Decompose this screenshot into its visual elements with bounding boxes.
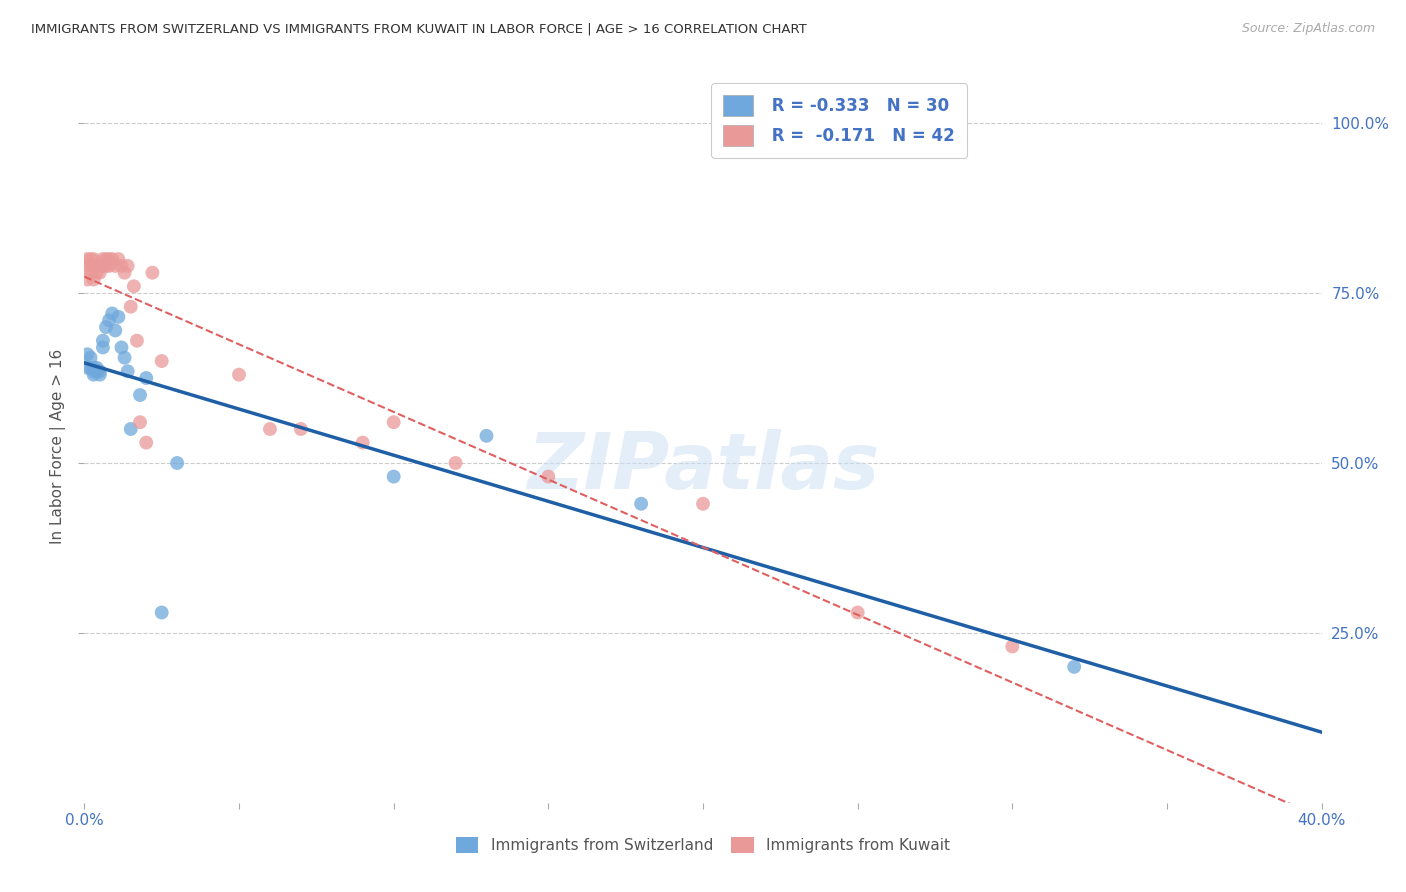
Point <box>475 429 498 443</box>
Point <box>117 364 139 378</box>
Point <box>1063 660 1085 674</box>
Text: IMMIGRANTS FROM SWITZERLAND VS IMMIGRANTS FROM KUWAIT IN LABOR FORCE | AGE > 16 : IMMIGRANTS FROM SWITZERLAND VS IMMIGRANT… <box>31 22 807 36</box>
Point <box>120 300 142 314</box>
Point <box>122 279 145 293</box>
Point <box>110 341 132 355</box>
Point <box>91 252 114 266</box>
Point <box>79 252 101 266</box>
Point <box>83 360 105 375</box>
Text: ZIPatlas: ZIPatlas <box>527 429 879 506</box>
Point <box>107 310 129 324</box>
Y-axis label: In Labor Force | Age > 16: In Labor Force | Age > 16 <box>49 349 66 543</box>
Point <box>91 334 114 348</box>
Point <box>83 368 105 382</box>
Point <box>94 252 117 266</box>
Point <box>76 360 98 375</box>
Point <box>150 606 173 620</box>
Point <box>290 422 312 436</box>
Point <box>76 347 98 361</box>
Point <box>89 259 111 273</box>
Point <box>114 351 136 365</box>
Point <box>382 415 405 429</box>
Point <box>76 259 98 273</box>
Point <box>259 422 281 436</box>
Point <box>98 252 121 266</box>
Point <box>1001 640 1024 654</box>
Point <box>91 259 114 273</box>
Point <box>104 323 127 337</box>
Point <box>150 354 173 368</box>
Point <box>228 368 250 382</box>
Point <box>846 606 869 620</box>
Point <box>107 252 129 266</box>
Point <box>98 313 121 327</box>
Point <box>692 497 714 511</box>
Point <box>129 415 152 429</box>
Point <box>83 364 105 378</box>
Point <box>94 259 117 273</box>
Point <box>86 364 108 378</box>
Point <box>76 252 98 266</box>
Point <box>125 334 148 348</box>
Point <box>630 497 652 511</box>
Text: Source: ZipAtlas.com: Source: ZipAtlas.com <box>1241 22 1375 36</box>
Point <box>117 259 139 273</box>
Point <box>86 360 108 375</box>
Point <box>79 360 101 375</box>
Point <box>89 266 111 280</box>
Point <box>129 388 152 402</box>
Point <box>104 259 127 273</box>
Point <box>94 320 117 334</box>
Point <box>120 422 142 436</box>
Point <box>101 306 124 320</box>
Point <box>89 364 111 378</box>
Point <box>86 266 108 280</box>
Point <box>79 266 101 280</box>
Point <box>83 259 105 273</box>
Point <box>91 341 114 355</box>
Point <box>76 272 98 286</box>
Point <box>98 259 121 273</box>
Point <box>135 435 157 450</box>
Point <box>166 456 188 470</box>
Point <box>79 259 101 273</box>
Legend: Immigrants from Switzerland, Immigrants from Kuwait: Immigrants from Switzerland, Immigrants … <box>450 831 956 859</box>
Point <box>101 252 124 266</box>
Point <box>114 266 136 280</box>
Point <box>352 435 374 450</box>
Point <box>110 259 132 273</box>
Point <box>83 252 105 266</box>
Point <box>444 456 467 470</box>
Point <box>141 266 163 280</box>
Point <box>382 469 405 483</box>
Point <box>79 351 101 365</box>
Point <box>537 469 560 483</box>
Point <box>86 259 108 273</box>
Point <box>83 272 105 286</box>
Point <box>135 371 157 385</box>
Point <box>89 368 111 382</box>
